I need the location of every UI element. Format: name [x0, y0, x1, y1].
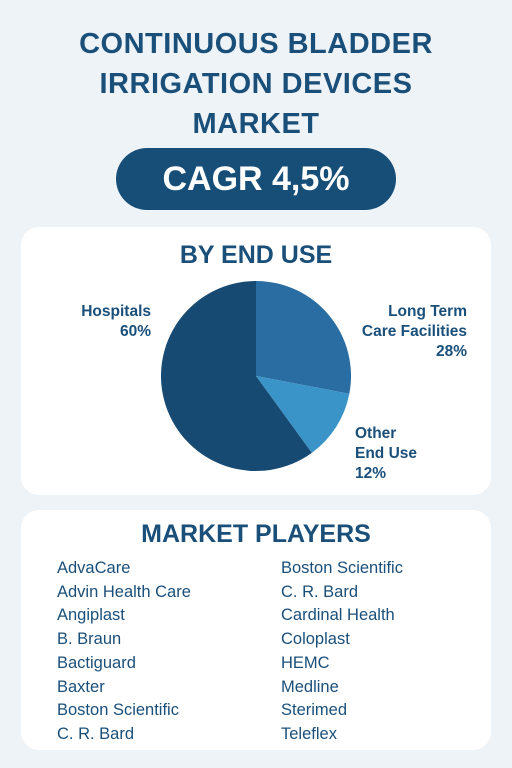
- cagr-badge: CAGR 4,5%: [116, 148, 396, 210]
- end-use-heading: BY END USE: [179, 241, 333, 269]
- market-players-heading: MARKET PLAYERS: [141, 520, 371, 548]
- player-item: C. R. Bard: [57, 724, 135, 743]
- player-item: Cardinal Health: [281, 606, 395, 625]
- player-item: Angiplast: [57, 606, 125, 625]
- slice-pct: 28%: [435, 343, 467, 360]
- pie-chart: [160, 281, 351, 471]
- player-item: Medline: [281, 677, 339, 696]
- player-item: Bactiguard: [57, 653, 136, 672]
- slice-pct: 12%: [355, 465, 387, 482]
- players-list-right: Boston Scientific C. R. Bard Cardinal He…: [281, 557, 403, 747]
- player-item: Advin Health Care: [57, 582, 191, 601]
- pie-slice-hospitals: [160, 281, 312, 471]
- end-use-card: BY END USE Hospitals 60% Long Term Care …: [21, 227, 491, 495]
- slice-name-line: Other: [355, 425, 397, 442]
- title-line: MARKET: [192, 108, 320, 140]
- slice-pct: 60%: [119, 323, 151, 340]
- title-line: IRRIGATION DEVICES: [99, 68, 413, 100]
- players-list-left: AdvaCare Advin Health Care Angiplast B. …: [57, 557, 191, 747]
- player-item: Coloplast: [281, 630, 350, 649]
- player-item: C. R. Bard: [281, 582, 359, 601]
- pie-slice-long-term-care-facilities: [256, 281, 351, 394]
- player-item: HEMC: [281, 653, 330, 672]
- page-title: CONTINUOUS BLADDER IRRIGATION DEVICES MA…: [0, 24, 512, 144]
- market-players-card: MARKET PLAYERS AdvaCare Advin Health Car…: [21, 510, 491, 750]
- slice-label-other-end-use: Other End Use 12%: [355, 424, 475, 484]
- pie-slice-other-end-use: [256, 376, 350, 453]
- slice-name-line: Long Term: [388, 303, 467, 320]
- player-item: Baxter: [57, 677, 105, 696]
- slice-name-line: End Use: [355, 445, 418, 462]
- slice-name-line: Care Facilities: [361, 323, 467, 340]
- player-item: Boston Scientific: [281, 559, 403, 577]
- player-item: B. Braun: [57, 630, 122, 649]
- slice-label-hospitals: Hospitals 60%: [51, 302, 151, 342]
- player-item: Sterimed: [281, 701, 348, 720]
- title-line: CONTINUOUS BLADDER: [79, 28, 433, 60]
- player-item: Teleflex: [281, 724, 337, 743]
- slice-label-long-term-care: Long Term Care Facilities 28%: [339, 302, 467, 362]
- player-item: Boston Scientific: [57, 701, 179, 720]
- player-item: AdvaCare: [57, 559, 131, 577]
- slice-name: Hospitals: [81, 303, 151, 320]
